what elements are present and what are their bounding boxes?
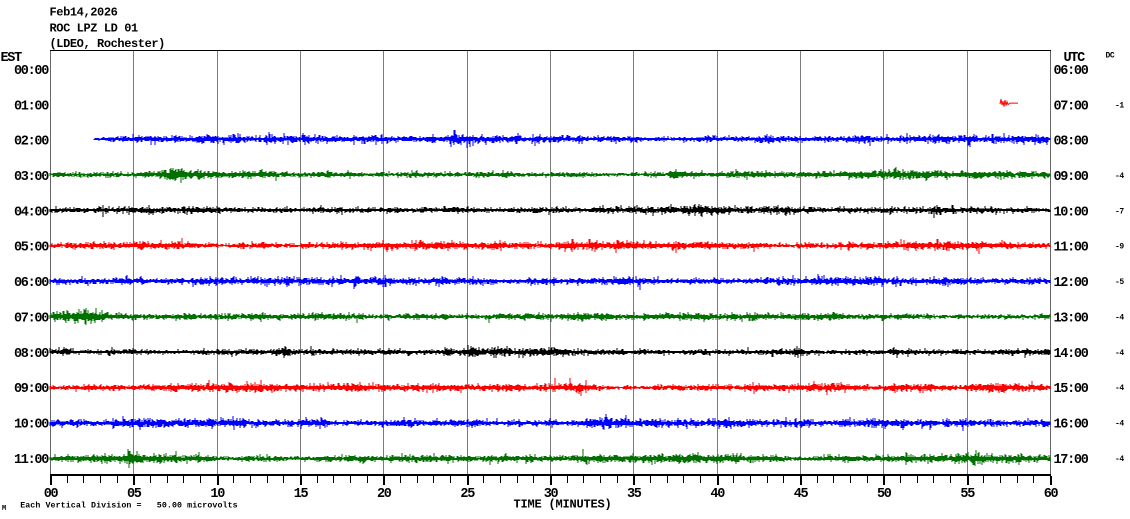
svg-text:-4: -4 — [1115, 384, 1124, 393]
svg-text:00:00: 00:00 — [14, 64, 49, 79]
svg-text:04:00: 04:00 — [14, 205, 49, 220]
svg-text:EST: EST — [1, 51, 23, 66]
svg-text:00: 00 — [44, 487, 59, 502]
svg-text:11:00: 11:00 — [1054, 241, 1089, 256]
svg-text:08:00: 08:00 — [1054, 135, 1089, 150]
svg-text:60: 60 — [1044, 487, 1059, 502]
svg-text:-9: -9 — [1115, 243, 1124, 252]
svg-text:-4: -4 — [1115, 349, 1124, 358]
svg-text:30: 30 — [544, 487, 559, 502]
svg-text:ROC LPZ LD 01: ROC LPZ LD 01 — [50, 21, 138, 35]
svg-text:-4: -4 — [1115, 314, 1124, 323]
svg-text:05: 05 — [127, 487, 142, 502]
svg-text:07:00: 07:00 — [14, 312, 49, 327]
svg-text:20: 20 — [377, 487, 392, 502]
svg-text:03:00: 03:00 — [14, 170, 49, 185]
svg-text:06:00: 06:00 — [1054, 64, 1089, 79]
svg-text:17:00: 17:00 — [1054, 453, 1089, 468]
svg-text:09:00: 09:00 — [1054, 170, 1089, 185]
svg-text:12:00: 12:00 — [1054, 276, 1089, 291]
svg-text:UTC: UTC — [1064, 51, 1086, 66]
svg-text:55: 55 — [960, 487, 975, 502]
svg-text:25: 25 — [460, 487, 475, 502]
svg-text:13:00: 13:00 — [1054, 312, 1089, 327]
svg-text:DC: DC — [1106, 52, 1115, 61]
svg-text:Feb14,2026: Feb14,2026 — [50, 6, 118, 20]
svg-text:15:00: 15:00 — [1054, 382, 1089, 397]
svg-text:-7: -7 — [1115, 207, 1124, 216]
svg-text:-4: -4 — [1115, 420, 1124, 429]
svg-text:16:00: 16:00 — [1054, 418, 1089, 433]
svg-text:M: M — [2, 505, 6, 513]
svg-text:05:00: 05:00 — [14, 241, 49, 256]
svg-text:50: 50 — [877, 487, 892, 502]
svg-text:10:00: 10:00 — [14, 418, 49, 433]
svg-text:-4: -4 — [1115, 172, 1124, 181]
svg-text:14:00: 14:00 — [1054, 347, 1089, 362]
svg-text:08:00: 08:00 — [14, 347, 49, 362]
svg-text:-5: -5 — [1115, 278, 1124, 287]
svg-text:10: 10 — [210, 487, 225, 502]
svg-text:-4: -4 — [1115, 455, 1124, 464]
svg-text:11:00: 11:00 — [14, 453, 49, 468]
svg-text:-1: -1 — [1115, 101, 1124, 110]
svg-text:01:00: 01:00 — [14, 99, 49, 114]
svg-text:TIME (MINUTES): TIME (MINUTES) — [514, 498, 612, 512]
svg-text:10:00: 10:00 — [1054, 205, 1089, 220]
svg-text:09:00: 09:00 — [14, 382, 49, 397]
svg-text:07:00: 07:00 — [1054, 99, 1089, 114]
svg-text:(LDEO, Rochester): (LDEO, Rochester) — [50, 37, 165, 51]
svg-text:40: 40 — [710, 487, 725, 502]
svg-text:35: 35 — [627, 487, 642, 502]
svg-text:45: 45 — [794, 487, 809, 502]
svg-text:Each Vertical Division = 50.: Each Vertical Division = 50.00 microvolt… — [20, 501, 238, 511]
svg-text:15: 15 — [294, 487, 309, 502]
svg-text:06:00: 06:00 — [14, 276, 49, 291]
svg-text:02:00: 02:00 — [14, 135, 49, 150]
